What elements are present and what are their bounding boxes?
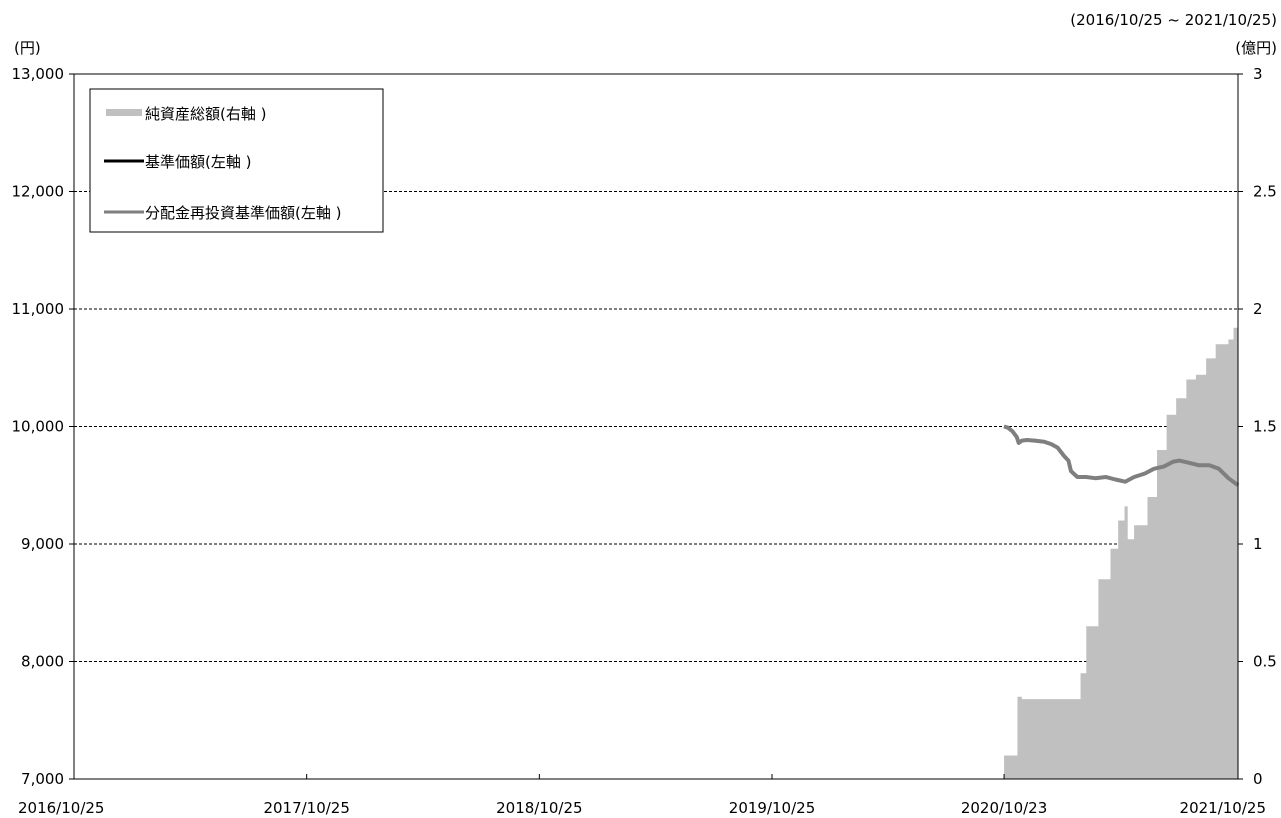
y-left-tick-label-1: 8,000 — [21, 653, 64, 671]
y-right-unit-label: (億円) — [1235, 39, 1277, 57]
legend: 純資産総額(右軸 ) 基準価額(左軸 ) 分配金再投資基準価額(左軸 ) — [89, 88, 384, 233]
x-tick-label-2: 2018/10/25 — [496, 799, 582, 817]
y-left-tick-label-5: 12,000 — [12, 183, 65, 201]
legend-swatch-net-assets — [106, 109, 142, 116]
period-label: (2016/10/25 ~ 2021/10/25) — [1070, 11, 1277, 29]
y-right-tick-label-5: 2.5 — [1253, 183, 1277, 201]
y-left-tick-label-3: 10,000 — [12, 418, 65, 436]
x-tick-label-4: 2020/10/23 — [961, 799, 1047, 817]
legend-label-1: 基準価額(左軸 ) — [145, 153, 251, 171]
legend-label-0: 純資産総額(右軸 ) — [145, 105, 266, 123]
x-tick-label-0: 2016/10/25 — [18, 799, 104, 817]
y-left-unit-label: (円) — [14, 39, 41, 57]
y-right-tick-label-4: 2 — [1253, 300, 1263, 318]
y-right-tick-label-1: 0.5 — [1253, 653, 1277, 671]
legend-label-2: 分配金再投資基準価額(左軸 ) — [145, 204, 341, 222]
reinvested-price-line — [1003, 424, 1240, 487]
y-right-tick-label-0: 0 — [1253, 770, 1263, 788]
net-assets-area-layer — [1004, 327, 1238, 779]
y-right-tick-label-2: 1 — [1253, 535, 1263, 553]
y-left-tick-label-0: 7,000 — [21, 770, 64, 788]
x-tick-label-5: 2021/10/25 — [1180, 799, 1266, 817]
net-assets-area — [1004, 327, 1238, 779]
y-right-tick-label-6: 3 — [1253, 65, 1263, 83]
y-left-tick-label-4: 11,000 — [12, 300, 65, 318]
x-tick-label-3: 2019/10/25 — [729, 799, 815, 817]
price-lines-layer — [1003, 424, 1240, 487]
x-tick-label-1: 2017/10/25 — [263, 799, 349, 817]
axes-ticks: 7,000 8,000 9,000 10,000 11,000 12,000 13,000 0… — [12, 65, 1277, 817]
y-left-tick-label-6: 13,000 — [12, 65, 65, 83]
y-right-tick-label-3: 1.5 — [1253, 418, 1277, 436]
y-left-tick-label-2: 9,000 — [21, 535, 64, 553]
